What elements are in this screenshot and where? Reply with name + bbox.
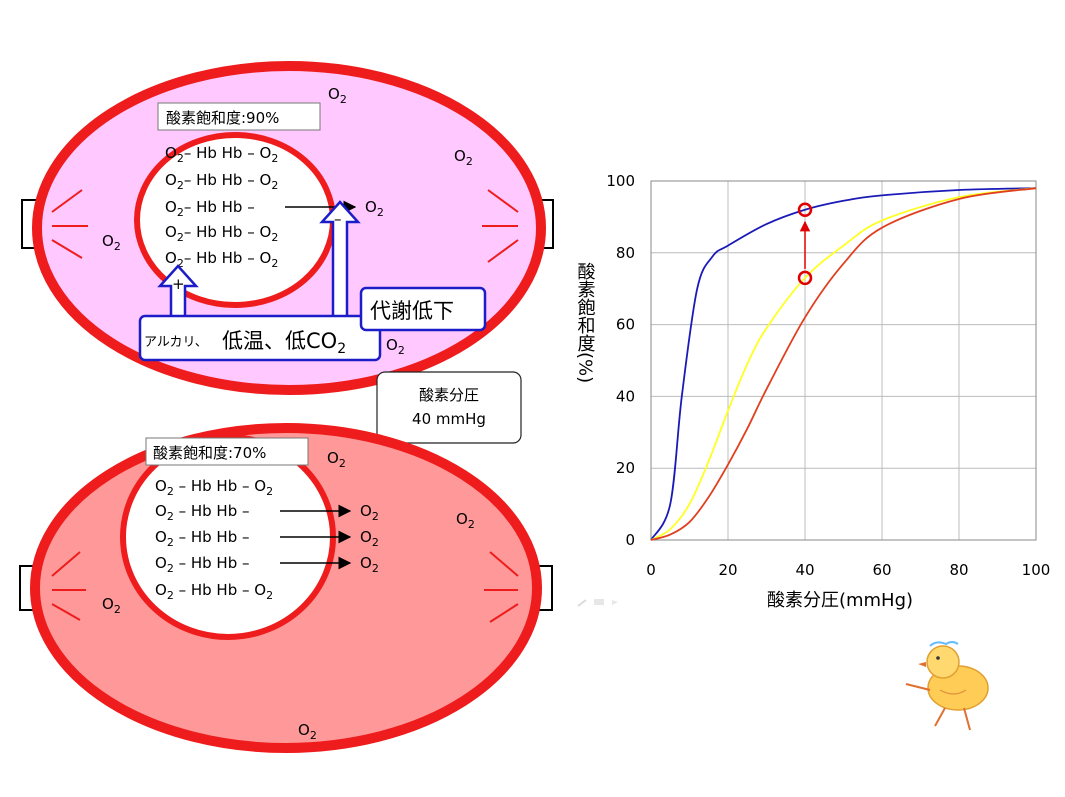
- factor-temp-co2-text: 低温、低CO2: [222, 329, 346, 357]
- plot-frame: [650, 180, 1037, 541]
- lower-saturation-label: 酸素飽和度:70%: [153, 444, 266, 462]
- x-tick-label: 20: [718, 561, 737, 579]
- upper-free-o2: O2 O2 O2 O2: [102, 85, 473, 357]
- lower-hb-row: O2 – Hb Hb –: [155, 528, 250, 549]
- upper-cell: 酸素飽和度:90% O2– Hb Hb – O2 O2– Hb Hb – O2 …: [21, 61, 554, 395]
- y-tick-label: 100: [606, 172, 635, 190]
- chart-ticks: 0 20 40 60 80 100 0 20 40 60 80 100: [606, 172, 1050, 579]
- factor-box: [138, 314, 382, 362]
- lower-cell: 酸素飽和度:70% O2 – Hb Hb – O2 O2 – Hb Hb – O…: [19, 423, 553, 753]
- right-bracket: [536, 199, 554, 249]
- left-bracket: [19, 565, 40, 611]
- lower-hb-row: O2 – Hb Hb –: [155, 554, 250, 575]
- plus-up-arrow: [157, 264, 199, 320]
- lower-free-o2: O2 O2 O2 O2: [102, 449, 475, 742]
- x-tick-label: 60: [872, 561, 891, 579]
- lower-hb-row: O2 – Hb Hb – O2: [155, 581, 273, 602]
- free-o2-label: O2: [386, 336, 405, 357]
- chick-drawing: [905, 641, 989, 731]
- y-tick-label: 60: [616, 316, 635, 334]
- oxygen-dissociation-chart: 0 20 40 60 80 100 0 20 40 60 80 100 酸素分圧(mmHg) 酸素飽和…: [575, 172, 1051, 611]
- free-o2-label: O2: [328, 85, 347, 106]
- free-o2-label: O2: [456, 510, 475, 531]
- upper-hb-row: O2– Hb Hb – O2: [165, 249, 278, 270]
- marker-point: [797, 270, 813, 286]
- pressure-box-frame: [376, 371, 522, 444]
- upper-hb-row: O2– Hb Hb – O2: [165, 171, 278, 192]
- free-o2-label: O2: [102, 232, 121, 253]
- left-bracket: [21, 199, 42, 249]
- chart-overlay: [797, 202, 813, 286]
- y-tick-label: 20: [616, 459, 635, 477]
- x-axis-label: 酸素分圧(mmHg): [767, 590, 913, 611]
- lower-release-arrows: [280, 504, 352, 570]
- metabolism-box: [359, 286, 487, 332]
- upper-saturation-box: [157, 102, 321, 131]
- series-line-2: [650, 187, 1037, 541]
- free-o2-label: O2: [454, 147, 473, 168]
- upper-saturation-label: 酸素飽和度:90%: [166, 109, 279, 127]
- lower-cell-ticks: [51, 551, 519, 623]
- lower-hb-rows: O2 – Hb Hb – O2 O2 – Hb Hb – O2 – Hb Hb …: [155, 477, 273, 602]
- free-o2-label: O2: [327, 449, 346, 470]
- minus-up-arrow: [319, 200, 361, 320]
- y-tick-label: 0: [625, 531, 635, 549]
- plus-sign: +: [172, 275, 185, 293]
- pressure-value: 40 mmHg: [412, 410, 486, 428]
- pressure-label: 酸素分圧: [419, 386, 479, 404]
- pen-icon: [577, 599, 618, 607]
- series-line-1: [650, 187, 1037, 541]
- oxygen-pressure-box: 酸素分圧 40 mmHg: [376, 371, 522, 444]
- x-tick-label: 40: [795, 561, 814, 579]
- metabolism-text: 代謝低下: [370, 299, 454, 323]
- released-o2-label: O2: [360, 528, 379, 549]
- y-axis-label: 酸素飽和度(%): [575, 262, 596, 383]
- lower-released-o2: O2 O2 O2: [360, 502, 379, 575]
- upper-hb-row: O2– Hb Hb – O2: [165, 223, 278, 244]
- free-o2-label: O2: [298, 721, 317, 742]
- upper-cell-ticks: [51, 189, 519, 263]
- lower-hb-row: O2 – Hb Hb – O2: [155, 477, 273, 498]
- lower-saturation-box: [145, 437, 309, 466]
- free-o2-label: O2: [102, 595, 121, 616]
- chart-grid: [650, 180, 1037, 541]
- x-tick-label: 80: [949, 561, 968, 579]
- upper-released-o2: O2: [365, 198, 384, 219]
- x-tick-label: 100: [1022, 561, 1051, 579]
- x-tick-label: 0: [646, 561, 656, 579]
- y-tick-label: 40: [616, 387, 635, 405]
- chart-series: [650, 187, 1037, 541]
- upper-hb-row: O2– Hb Hb – O2: [165, 144, 278, 165]
- minus-sign: –: [334, 210, 342, 228]
- lower-hb-row: O2 – Hb Hb –: [155, 502, 250, 523]
- series-line-0: [650, 187, 1037, 541]
- upper-hb-rows: O2– Hb Hb – O2 O2– Hb Hb – O2 O2– Hb Hb …: [165, 144, 278, 270]
- factor-alkali-text: アルカリ、: [144, 335, 208, 350]
- right-bracket: [535, 565, 553, 611]
- marker-point: [797, 202, 813, 217]
- upper-hb-row: O2– Hb Hb –: [165, 198, 255, 219]
- released-o2-label: O2: [360, 554, 379, 575]
- y-tick-label: 80: [616, 244, 635, 262]
- released-o2-label: O2: [360, 502, 379, 523]
